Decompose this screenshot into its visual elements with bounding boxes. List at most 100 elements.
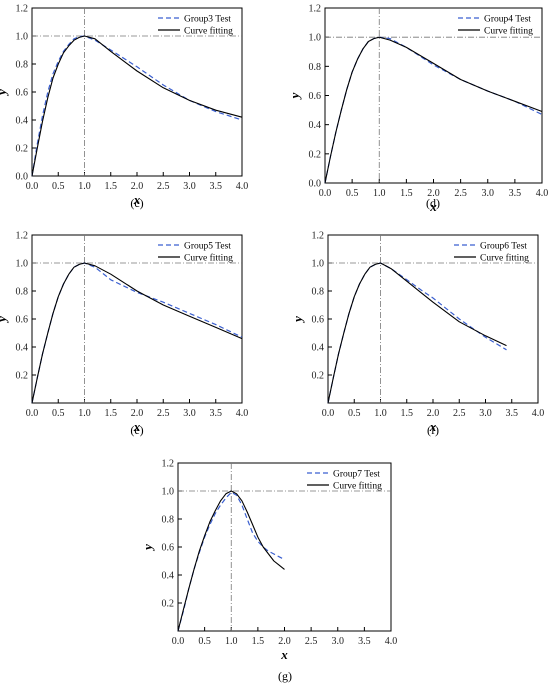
x-tick-label: 4.0 bbox=[236, 408, 249, 419]
y-tick-label: 1.0 bbox=[309, 33, 322, 44]
legend-label-fit: Curve fitting bbox=[484, 26, 533, 37]
y-tick-label: 0.8 bbox=[312, 287, 325, 298]
y-tick-label: 0.8 bbox=[16, 287, 29, 298]
x-tick-label: 0.0 bbox=[319, 188, 332, 199]
x-tick-label: 0.0 bbox=[322, 408, 335, 419]
x-tick-label: 1.5 bbox=[105, 181, 118, 192]
x-tick-label: 0.0 bbox=[172, 636, 185, 647]
y-tick-label: 0.0 bbox=[309, 179, 322, 190]
legend-label-fit: Curve fitting bbox=[333, 481, 382, 492]
panel-label: (e) bbox=[130, 423, 143, 437]
x-tick-label: 0.5 bbox=[346, 188, 359, 199]
x-tick-label: 2.0 bbox=[131, 181, 144, 192]
legend-label-test: Group5 Test bbox=[184, 242, 231, 252]
y-axis-title: y bbox=[287, 92, 302, 100]
x-tick-label: 2.5 bbox=[453, 408, 466, 419]
y-axis-title: y bbox=[0, 316, 9, 324]
x-axis-title: x bbox=[133, 419, 141, 434]
y-tick-label: 0.8 bbox=[162, 515, 175, 526]
x-tick-label: 2.5 bbox=[157, 181, 170, 192]
y-axis-title: y bbox=[290, 316, 305, 324]
y-tick-label: 1.2 bbox=[162, 459, 175, 470]
x-tick-label: 1.0 bbox=[78, 181, 91, 192]
y-tick-label: 0.2 bbox=[312, 371, 325, 382]
x-tick-label: 3.5 bbox=[210, 181, 223, 192]
y-tick-label: 0.4 bbox=[16, 343, 29, 354]
x-tick-label: 0.0 bbox=[26, 408, 39, 419]
x-tick-label: 2.5 bbox=[157, 408, 170, 419]
x-tick-label: 4.0 bbox=[236, 181, 249, 192]
x-tick-label: 1.5 bbox=[252, 636, 265, 647]
y-tick-label: 0.4 bbox=[309, 120, 322, 131]
x-tick-label: 3.5 bbox=[509, 188, 522, 199]
x-tick-label: 0.5 bbox=[52, 181, 65, 192]
series-line-fit bbox=[327, 262, 507, 404]
panel-label: (f) bbox=[427, 423, 439, 437]
x-axis-title: x bbox=[133, 192, 141, 207]
x-axis-title: x bbox=[280, 647, 288, 662]
legend-label-fit: Curve fitting bbox=[480, 253, 529, 264]
y-tick-label: 0.6 bbox=[312, 315, 325, 326]
x-tick-label: 3.5 bbox=[210, 408, 223, 419]
panel-label: (g) bbox=[278, 669, 292, 683]
legend-label-test: Group3 Test bbox=[184, 15, 231, 25]
y-tick-label: 0.6 bbox=[16, 88, 29, 99]
x-tick-label: 3.5 bbox=[506, 408, 519, 419]
chart-panel: 0.0 0.5 1.0 1.5 2.0 2.5 3.0 3.5 4.0 0.0 0.2 0.4 0.6 0… bbox=[287, 4, 548, 215]
panel-label: (c) bbox=[130, 196, 143, 210]
x-tick-label: 4.0 bbox=[532, 408, 545, 419]
y-tick-label: 0.6 bbox=[16, 315, 29, 326]
x-tick-label: 0.5 bbox=[348, 408, 361, 419]
series-line-test bbox=[31, 35, 243, 177]
y-tick-label: 1.2 bbox=[16, 231, 29, 242]
y-tick-label: 0.4 bbox=[16, 116, 29, 127]
legend-label-fit: Curve fitting bbox=[184, 26, 233, 37]
y-tick-label: 0.0 bbox=[16, 172, 29, 183]
legend-label-test: Group7 Test bbox=[333, 470, 380, 480]
y-tick-label: 1.0 bbox=[312, 259, 325, 270]
x-tick-label: 3.0 bbox=[332, 636, 345, 647]
x-tick-label: 4.0 bbox=[385, 636, 398, 647]
x-tick-label: 2.0 bbox=[131, 408, 144, 419]
chart-panel: 0.0 0.5 1.0 1.5 2.0 2.5 3.0 3.5 4.0 0.0 0.2 0.4 0.6 0… bbox=[0, 4, 248, 211]
y-tick-label: 0.2 bbox=[16, 371, 29, 382]
series-line-test bbox=[177, 491, 285, 632]
y-tick-label: 1.2 bbox=[16, 4, 29, 15]
x-tick-label: 1.0 bbox=[374, 408, 387, 419]
series-line-fit bbox=[177, 490, 285, 632]
y-tick-label: 0.2 bbox=[162, 599, 175, 610]
x-tick-label: 2.0 bbox=[278, 636, 291, 647]
series-line-fit bbox=[31, 262, 243, 404]
x-tick-label: 1.0 bbox=[78, 408, 91, 419]
x-tick-label: 3.0 bbox=[183, 181, 196, 192]
y-tick-label: 0.6 bbox=[162, 543, 175, 554]
x-tick-label: 0.0 bbox=[26, 181, 39, 192]
y-tick-label: 0.4 bbox=[312, 343, 325, 354]
x-tick-label: 2.5 bbox=[305, 636, 318, 647]
y-tick-label: 0.2 bbox=[16, 144, 29, 155]
x-tick-label: 1.5 bbox=[105, 408, 118, 419]
y-tick-label: 0.8 bbox=[309, 62, 322, 73]
series-line-fit bbox=[324, 36, 543, 184]
x-tick-label: 3.0 bbox=[479, 408, 492, 419]
y-tick-label: 1.0 bbox=[162, 487, 175, 498]
y-axis-title: y bbox=[140, 544, 155, 552]
legend-label-test: Group4 Test bbox=[484, 15, 531, 25]
y-tick-label: 0.2 bbox=[309, 149, 322, 160]
x-tick-label: 3.0 bbox=[482, 188, 495, 199]
y-tick-label: 0.4 bbox=[162, 571, 175, 582]
chart-panel: 0.0 0.5 1.0 1.5 2.0 2.5 3.0 3.5 4.0 0.2 0.4 0.6 0.8 1… bbox=[0, 231, 248, 438]
x-tick-label: 1.5 bbox=[401, 408, 414, 419]
x-axis-title: x bbox=[429, 199, 437, 214]
series-line-fit bbox=[31, 35, 243, 177]
legend-label-test: Group6 Test bbox=[480, 242, 527, 252]
chart-panel: 0.0 0.5 1.0 1.5 2.0 2.5 3.0 3.5 4.0 0.2 0.4 0.6 0.8 1… bbox=[140, 459, 397, 684]
chart-panel: 0.0 0.5 1.0 1.5 2.0 2.5 3.0 3.5 4.0 0.2 0.4 0.6 0.8 1… bbox=[290, 231, 544, 438]
x-tick-label: 0.5 bbox=[52, 408, 65, 419]
y-tick-label: 0.8 bbox=[16, 60, 29, 71]
legend-label-fit: Curve fitting bbox=[184, 253, 233, 264]
x-tick-label: 2.5 bbox=[454, 188, 467, 199]
x-tick-label: 0.5 bbox=[198, 636, 211, 647]
x-tick-label: 1.0 bbox=[225, 636, 238, 647]
